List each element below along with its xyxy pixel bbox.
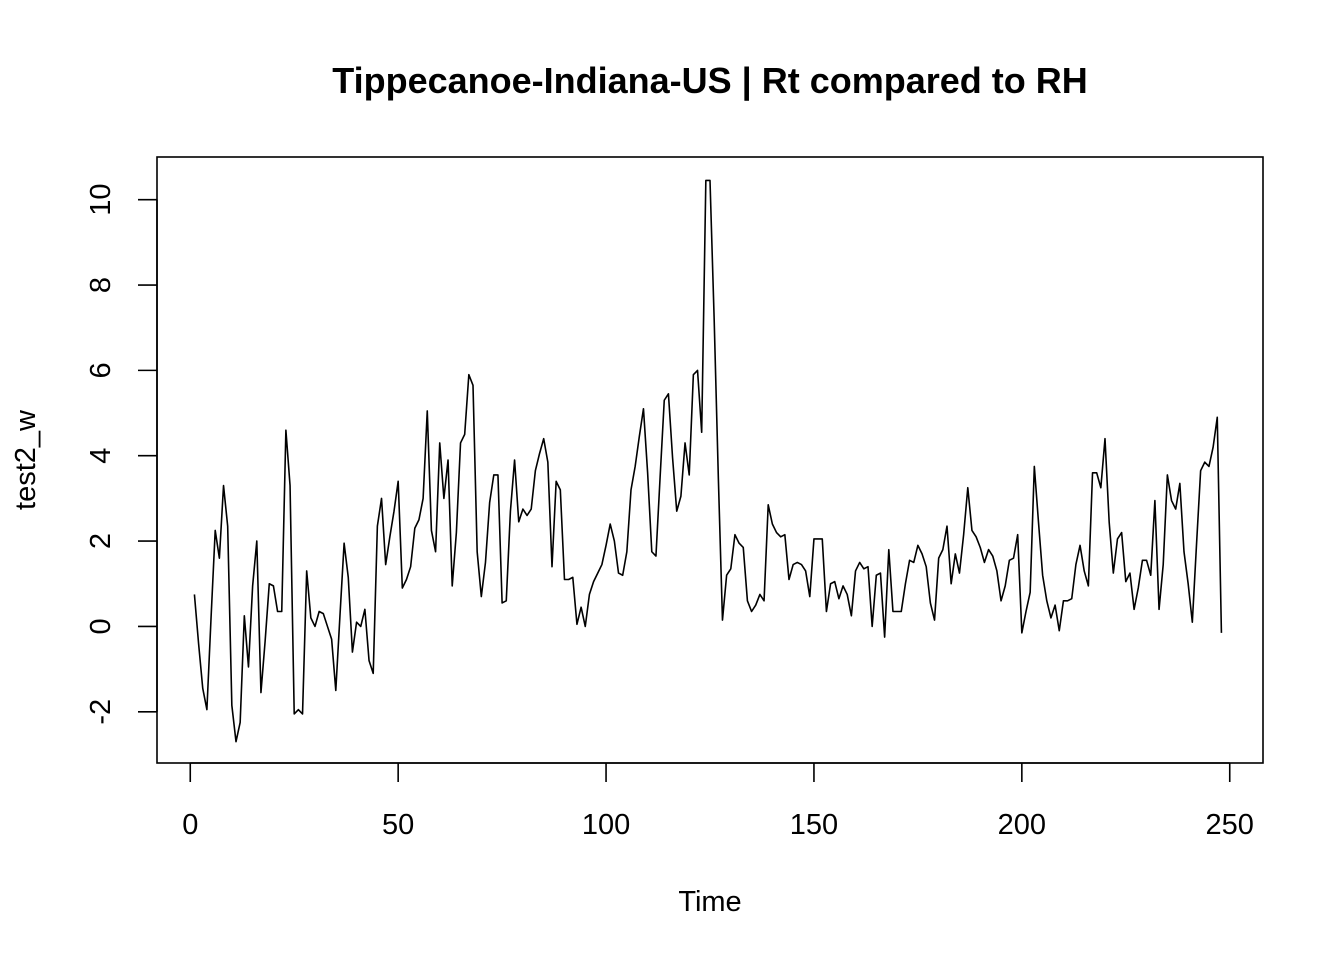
y-tick-label: 4	[85, 448, 117, 464]
y-tick-label: 10	[85, 184, 117, 216]
x-tick-label: 150	[790, 809, 838, 841]
x-tick-label: 50	[382, 809, 414, 841]
x-tick-label: 250	[1206, 809, 1254, 841]
plot-area-border	[156, 156, 1264, 764]
x-tick-label: 200	[998, 809, 1046, 841]
x-tick-label: 0	[182, 809, 198, 841]
x-axis-label: Time	[678, 886, 741, 918]
y-tick-label: 8	[85, 277, 117, 293]
y-axis-label: test2_w	[10, 409, 42, 510]
y-tick-label: 6	[85, 362, 117, 378]
x-tick-label: 100	[582, 809, 630, 841]
x-axis: 0 50 100 150 200 250	[182, 762, 1254, 841]
y-axis: -2 0 2 4 6 8 10	[85, 184, 158, 725]
y-tick-label: -2	[85, 699, 117, 725]
y-tick-label: 0	[85, 618, 117, 634]
y-tick-label: 2	[85, 533, 117, 549]
series-line-test2-w	[193, 179, 1223, 743]
chart-title: Tippecanoe-Indiana-US | Rt compared to R…	[332, 60, 1088, 102]
